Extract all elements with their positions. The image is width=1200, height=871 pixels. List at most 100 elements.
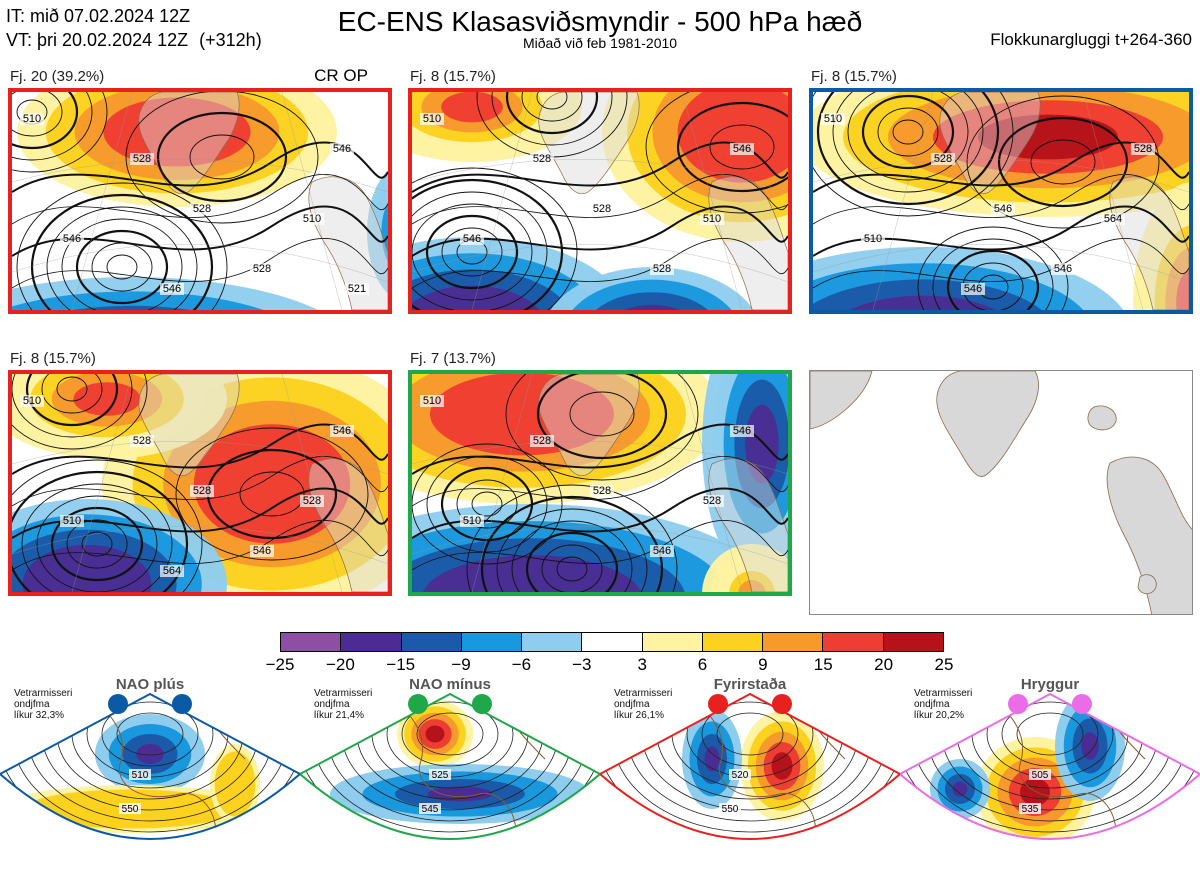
regime-contour-label: 550: [722, 804, 739, 815]
contour-label: 528: [253, 263, 271, 275]
contour-label: 564: [163, 565, 181, 577]
cluster-map: 510 528 546 528 546 528 510 546 521: [8, 88, 392, 314]
landmass-outline: [810, 371, 1192, 614]
regime-marker-dot: [1072, 694, 1092, 714]
regime-note: Vetrarmisseri ondjfma líkur 26,1%: [614, 688, 672, 721]
cluster-panel-4: Fj. 8 (15.7%) 510 528 546 528 510 546 528 564: [8, 350, 392, 596]
contour-label: 528: [533, 153, 551, 165]
colorbar-tick-label: 3: [637, 655, 647, 674]
contour-label: 546: [333, 143, 351, 155]
contour-label: 528: [193, 485, 211, 497]
colorbar-tick-label: −3: [572, 655, 592, 674]
contour-label: 510: [23, 395, 41, 407]
regime-note-line2: ondjfma: [614, 699, 650, 710]
cluster-panel-1: Fj. 20 (39.2%) CR OP 510 528 546 528 546 528 5…: [8, 66, 392, 314]
contour-label: 528: [1134, 143, 1152, 155]
contour-label: 546: [964, 283, 982, 295]
contour-label: 510: [824, 113, 842, 125]
coastline-layer: [538, 92, 788, 310]
colorbar-tick-label: 15: [813, 655, 833, 674]
valid-time: VT: þri 20.02.2024 12Z: [6, 30, 189, 50]
contour-label: 546: [653, 545, 671, 557]
contour-label: 546: [733, 143, 751, 155]
regime-map-graphic: 510 550: [0, 692, 300, 840]
colorbar-swatch: [763, 633, 824, 651]
colorbar-tick-label: −20: [325, 655, 355, 674]
contour-label: 510: [864, 233, 882, 245]
empty-map-panel: [809, 370, 1193, 615]
contour-label: 528: [593, 485, 611, 497]
cluster-window: Flokkunargluggi t+264-360: [990, 30, 1192, 49]
contour-labels: 510 528 546 528 546 528 510 546 521: [20, 113, 369, 295]
regime-contour-label: 510: [132, 770, 149, 781]
contour-labels: 510 528 546 528 510 546 528: [420, 395, 754, 557]
page-title: EC-ENS Klasasviðsmyndir - 500 hPa hæð: [337, 6, 863, 37]
cluster-map: 510 528 546 528 510 546 528 564: [8, 370, 392, 596]
regime-nao-minus: 525 545 565 NAO mínus Vetrarmisseri ondjfm…: [300, 674, 600, 871]
valid-time-row: VT: þri 20.02.2024 12Z (+312h): [6, 28, 262, 52]
cluster-map-graphic: 510 528 546 528 546 528 510: [412, 92, 788, 310]
colorbar-swatch: [702, 633, 764, 651]
regime-probability: líkur 26,1%: [614, 710, 665, 721]
colorbar-swatch: [582, 633, 643, 651]
contour-label: 510: [303, 213, 321, 225]
graticule: [412, 92, 788, 310]
contour-label: 510: [423, 395, 441, 407]
lead-time: (+312h): [199, 30, 262, 50]
contour-label: 510: [63, 515, 81, 527]
contour-label: 528: [653, 263, 671, 275]
graticule: [813, 92, 1189, 310]
regime-marker-dot: [708, 694, 728, 714]
cluster-map-graphic: 510 528 546 528 510 546 528: [412, 374, 788, 592]
colorbar-swatch: [401, 633, 462, 651]
contour-label: 528: [303, 495, 321, 507]
graticule: [412, 374, 788, 592]
header-title-block: EC-ENS Klasasviðsmyndir - 500 hPa hæð Mi…: [0, 6, 1200, 50]
regime-contour-label: 545: [422, 804, 439, 815]
cluster-label: Fj. 8 (15.7%): [10, 350, 96, 367]
contour-label: 510: [423, 113, 441, 125]
graticule: [12, 374, 388, 592]
regime-note-line1: Vetrarmisseri: [14, 688, 73, 699]
contour-label: 546: [994, 203, 1012, 215]
contour-label: 510: [463, 515, 481, 527]
cluster-label: Fj. 8 (15.7%): [811, 68, 897, 85]
regime-contour-label: 560: [752, 846, 769, 857]
regime-nao-plus: 510 550 NAO plús Vetrarmisseri ondjfma lí…: [0, 674, 300, 871]
regime-note-line1: Vetrarmisseri: [314, 688, 373, 699]
page-subtitle: Miðað við feb 1981-2010: [522, 35, 678, 51]
regime-map-outline: [600, 692, 900, 840]
colorbar-tick-label: −15: [386, 655, 416, 674]
height-contours: [412, 92, 788, 310]
regime-contour-label: 520: [732, 770, 749, 781]
graticule: [12, 92, 388, 310]
contour-labels: 510 528 546 528 510 546 528 564: [20, 395, 354, 577]
regime-title: NAO plús: [115, 676, 185, 693]
colorbar-swatch: [823, 633, 884, 651]
regime-map-outline: [300, 692, 600, 840]
regime-map-outline: [900, 692, 1200, 840]
cluster-map-graphic: 510 528 546 528 546 528 510 546 521: [12, 92, 388, 310]
regime-contour-label: 565: [452, 846, 469, 857]
regime-map-graphic: 505 535 560: [900, 692, 1200, 857]
regime-note-line2: ondjfma: [914, 699, 950, 710]
cluster-label: Fj. 20 (39.2%): [10, 68, 105, 85]
regime-marker-dot: [1008, 694, 1028, 714]
contour-label: 528: [533, 435, 551, 447]
contour-label: 510: [703, 213, 721, 225]
colorbar-tick-label: 9: [758, 655, 768, 674]
colorbar-tick-label: −9: [451, 655, 471, 674]
cluster-map-graphic: 510 528 546 528 510 546 528 564: [12, 374, 388, 592]
contour-label: 528: [133, 435, 151, 447]
cluster-tag: CR OP: [314, 66, 368, 85]
regime-probability: líkur 20,2%: [914, 710, 965, 721]
colorbar-tick-label: 25: [934, 655, 954, 674]
regime-ridge: 505 535 560 Hryggur Vetrarmisseri ondjfma …: [900, 674, 1200, 871]
contour-label: 528: [593, 203, 611, 215]
colorbar-tick-label: 20: [874, 655, 894, 674]
regime-contour-label: 560: [1052, 846, 1069, 857]
contour-label: 546: [733, 425, 751, 437]
height-contours: [813, 92, 1189, 310]
contour-labels: 510 528 546 528 546 528 510: [420, 113, 754, 275]
colorbar-swatch: [281, 633, 342, 651]
